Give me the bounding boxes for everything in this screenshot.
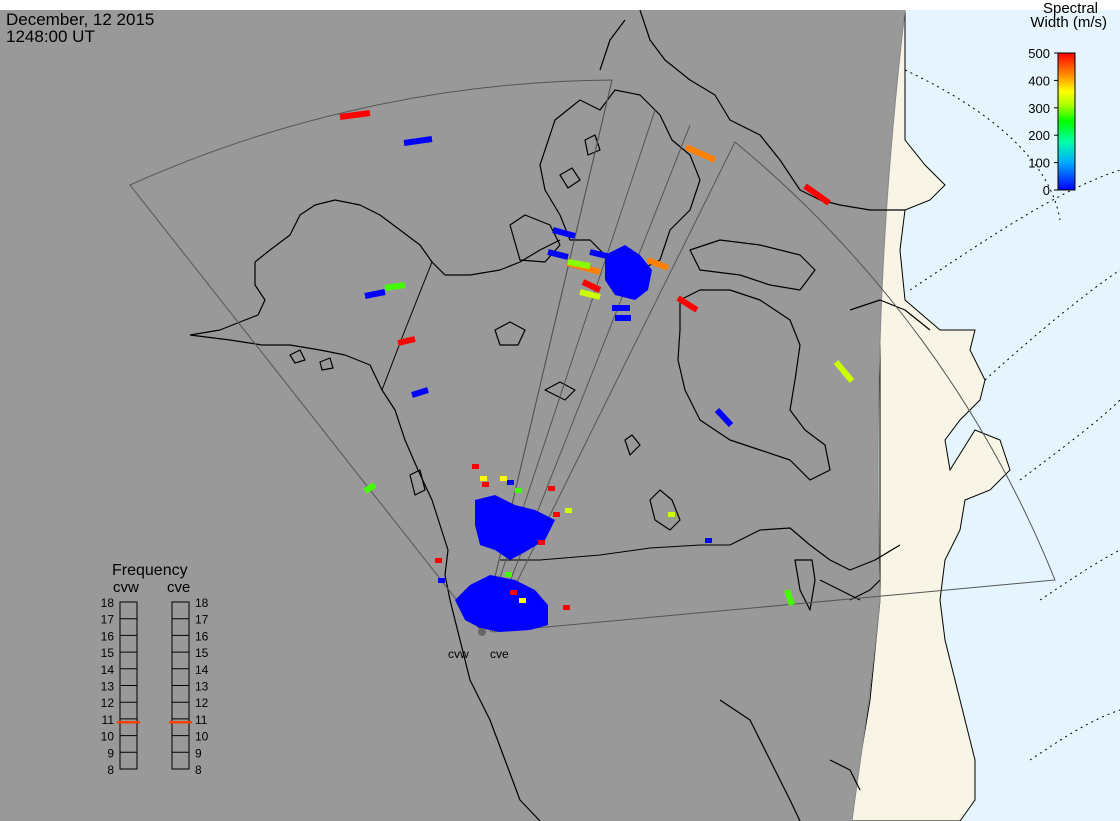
map-date: December, 12 2015 xyxy=(6,10,155,29)
freq-tick-right: 12 xyxy=(195,696,209,710)
echo-cell xyxy=(646,257,670,271)
freq-tick-right: 18 xyxy=(195,596,209,610)
freq-tick-left: 13 xyxy=(101,680,115,694)
echo-cell xyxy=(500,476,507,481)
map-time: 1248:00 UT xyxy=(6,27,95,46)
colorbar-title-2: Width (m/s) xyxy=(1030,14,1107,31)
radar-label-cve: cve xyxy=(490,647,509,661)
boundaries xyxy=(381,261,730,561)
coastlines xyxy=(189,10,931,821)
frequency-title: Frequency xyxy=(112,562,188,579)
echo-cell xyxy=(507,480,514,485)
echo-cell xyxy=(668,512,675,517)
echo-cell xyxy=(538,540,545,545)
freq-tick-left: 12 xyxy=(101,696,115,710)
echo-cell xyxy=(589,249,616,261)
colorbar: Spectral Width (m/s) 0 100 200 300 400 500 xyxy=(1028,0,1107,198)
colorbar-tick-label: 300 xyxy=(1028,101,1050,116)
terminator xyxy=(851,10,906,821)
radar-site-cvw xyxy=(478,628,486,636)
freq-tick-right: 10 xyxy=(195,730,209,744)
radar-sites: cvw cve xyxy=(448,628,509,661)
colorbar-title-1: Spectral xyxy=(1043,0,1098,17)
echo-cell xyxy=(676,295,699,313)
echo-cell xyxy=(480,476,487,481)
freq-col-label-cve: cve xyxy=(167,579,190,596)
echo-cell xyxy=(339,110,371,120)
freq-tick-left: 14 xyxy=(101,663,115,677)
echo-cell xyxy=(438,578,445,583)
echo-cell xyxy=(472,464,479,469)
echo-cell xyxy=(519,598,526,603)
freq-tick-right: 9 xyxy=(195,746,202,760)
colorbar-tick-label: 500 xyxy=(1028,46,1050,61)
freq-tick-right: 16 xyxy=(195,629,209,643)
echo-cell xyxy=(411,387,429,398)
echo-cell xyxy=(548,486,555,491)
freq-tick-left: 9 xyxy=(107,746,114,760)
echo-cell xyxy=(714,407,734,428)
echo-cell xyxy=(563,605,570,610)
echo-cell xyxy=(552,227,576,239)
echo-cell xyxy=(435,558,442,563)
echo-cell xyxy=(364,289,386,299)
echo-cell xyxy=(581,279,602,293)
freq-tick-right: 15 xyxy=(195,646,209,660)
echo-cell xyxy=(515,488,522,493)
echo-cell xyxy=(384,282,406,291)
echo-cell xyxy=(397,336,416,346)
freq-tick-left: 10 xyxy=(101,730,115,744)
echo-layer xyxy=(339,110,855,610)
freq-tick-left: 15 xyxy=(101,646,115,660)
echo-clusters xyxy=(455,245,652,632)
echo-cell xyxy=(547,249,569,260)
echo-cell xyxy=(784,589,795,606)
echo-cell xyxy=(705,538,712,543)
echo-cell xyxy=(565,508,572,513)
colorbar-bar xyxy=(1057,52,1076,191)
freq-tick-right: 8 xyxy=(195,763,202,777)
echo-cell xyxy=(567,259,591,269)
freq-col-label-cvw: cvw xyxy=(113,579,139,596)
lat-grid xyxy=(904,69,1120,761)
freq-tick-right: 17 xyxy=(195,613,209,627)
freq-tick-right: 13 xyxy=(195,680,209,694)
freq-tick-left: 17 xyxy=(101,613,115,627)
frequency-panel: Frequency cvw cve 8 8 9 9 10 10 11 11 12 12 13 13 14… xyxy=(101,562,209,777)
echo-cell xyxy=(684,144,717,163)
echo-cell xyxy=(553,512,560,517)
freq-tick-left: 11 xyxy=(102,713,115,727)
echo-cell xyxy=(505,572,512,577)
freq-tick-left: 8 xyxy=(107,763,114,777)
colorbar-tick-label: 400 xyxy=(1028,73,1050,88)
freq-tick-left: 16 xyxy=(101,629,115,643)
night-region xyxy=(0,10,905,821)
echo-cell xyxy=(803,183,831,206)
freq-tick-left: 18 xyxy=(101,596,115,610)
colorbar-tick-label: 0 xyxy=(1043,183,1050,198)
radar-label-cvw: cvw xyxy=(448,647,469,661)
echo-cell xyxy=(363,482,377,494)
echo-cell xyxy=(510,590,517,595)
colorbar-tick-label: 200 xyxy=(1028,128,1050,143)
freq-tick-right: 11 xyxy=(195,713,208,727)
echo-cell xyxy=(833,360,855,383)
freq-tick-right: 14 xyxy=(195,663,209,677)
echo-cell xyxy=(579,289,601,300)
colorbar-tick-label: 100 xyxy=(1028,156,1050,171)
echo-cell xyxy=(403,136,433,146)
echo-cell xyxy=(482,482,489,487)
